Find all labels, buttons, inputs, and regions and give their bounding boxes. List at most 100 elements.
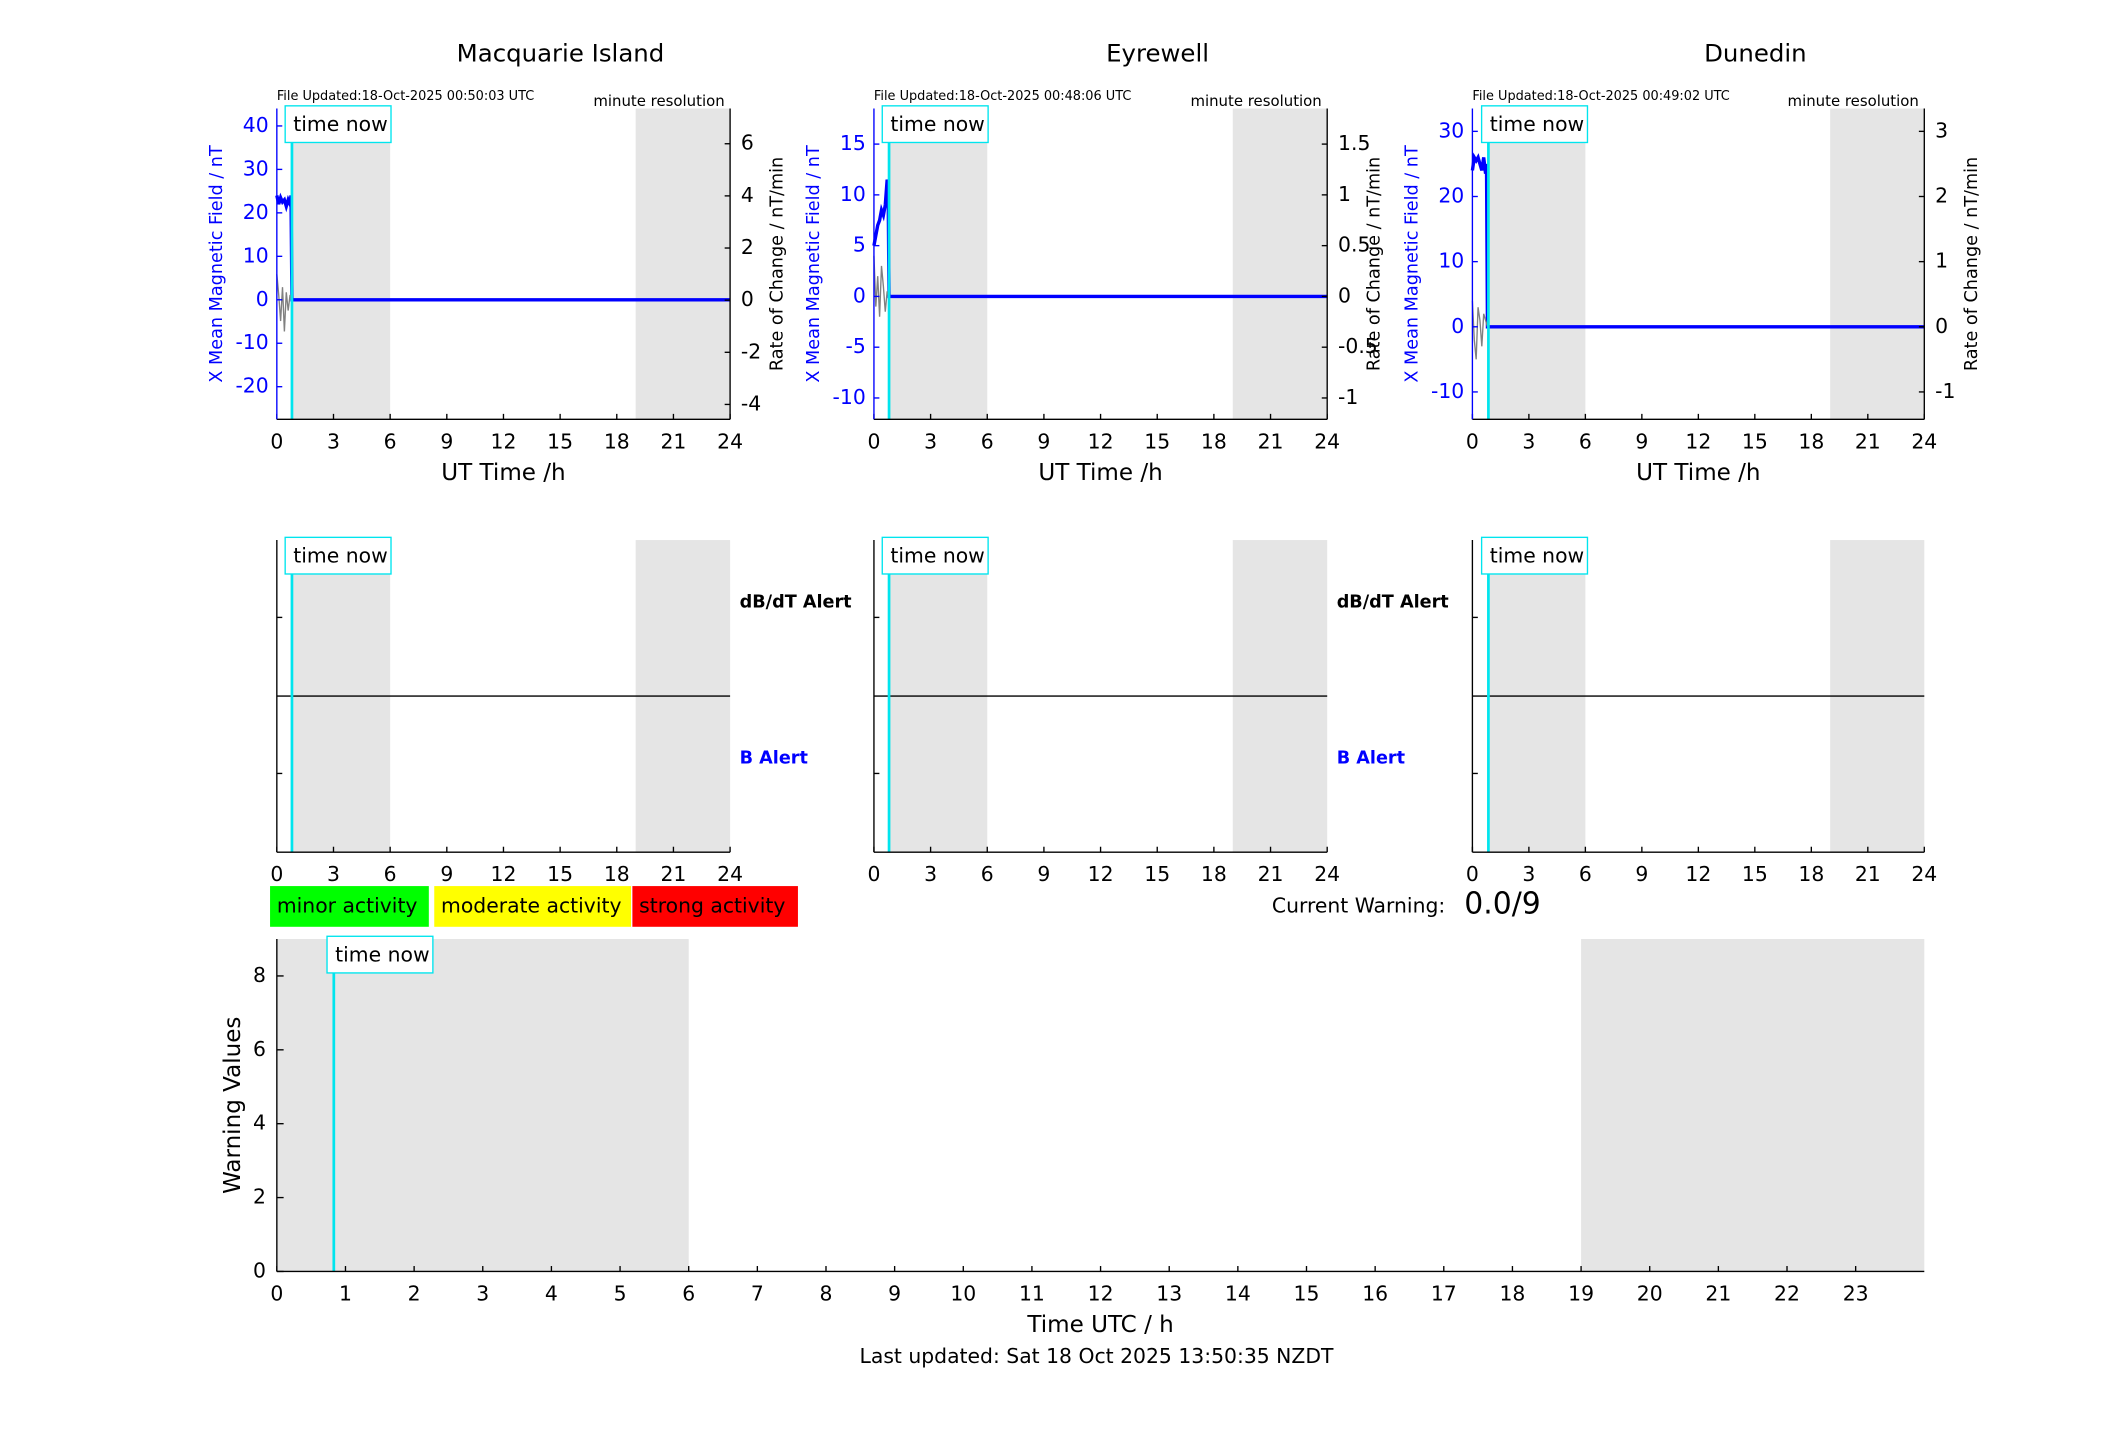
x-tick-label: 14 bbox=[1225, 1282, 1251, 1306]
y-tick-label: 30 bbox=[243, 156, 269, 180]
time-now-box bbox=[881, 536, 989, 575]
y2-tick-label: -1 bbox=[1338, 385, 1358, 409]
y-tick-label: -20 bbox=[235, 374, 268, 398]
y-tick-label: 10 bbox=[1438, 249, 1464, 273]
y2-axis-label: Rate of Change / nT/min bbox=[1365, 157, 1385, 371]
y2-tick-label: 1.5 bbox=[1338, 131, 1370, 155]
y2-axis-label: Rate of Change / nT/min bbox=[1962, 157, 1982, 371]
y-tick-label: 0 bbox=[853, 283, 866, 307]
y2-tick-label: 1 bbox=[1338, 182, 1351, 206]
x-tick-label: 12 bbox=[491, 862, 517, 886]
x-axis-label: UT Time /h bbox=[1636, 460, 1760, 486]
current-warning-label: Current Warning: bbox=[1272, 893, 1445, 917]
y-tick-label: 0 bbox=[253, 1258, 266, 1282]
x-tick-label: 6 bbox=[981, 429, 994, 453]
night-shading bbox=[1232, 108, 1328, 420]
x-tick-label: 18 bbox=[1201, 429, 1227, 453]
activity-label: minor activity bbox=[277, 893, 418, 917]
x-tick-label: 18 bbox=[604, 429, 630, 453]
chart-title: Eyrewell bbox=[1106, 38, 1209, 67]
x-tick-label: 12 bbox=[1088, 429, 1114, 453]
x-tick-label: 24 bbox=[717, 429, 743, 453]
night-shading bbox=[635, 108, 731, 420]
x-tick-label: 0 bbox=[867, 862, 880, 886]
y-tick-label: 0 bbox=[256, 287, 269, 311]
x-tick-label: 16 bbox=[1362, 1282, 1388, 1306]
resolution-note: minute resolution bbox=[593, 92, 724, 110]
chart-title: Dunedin bbox=[1704, 38, 1807, 67]
y2-tick-label: -2 bbox=[741, 339, 761, 363]
time-now-label: time now bbox=[890, 543, 984, 567]
x-tick-label: 9 bbox=[440, 862, 453, 886]
x-tick-label: 3 bbox=[476, 1282, 489, 1306]
x-tick-label: 18 bbox=[1201, 862, 1227, 886]
x-tick-label: 9 bbox=[1635, 862, 1648, 886]
y-tick-label: 0 bbox=[1451, 314, 1464, 338]
y2-tick-label: 0.5 bbox=[1338, 233, 1370, 257]
x-tick-label: 24 bbox=[1911, 429, 1937, 453]
x-tick-label: 9 bbox=[440, 429, 453, 453]
night-shading bbox=[1488, 108, 1586, 420]
x-tick-label: 21 bbox=[1855, 862, 1881, 886]
y-tick-label: 30 bbox=[1438, 118, 1464, 142]
time-now-box bbox=[1480, 536, 1589, 575]
x-tick-label: 3 bbox=[327, 429, 340, 453]
time-now-label: time now bbox=[335, 942, 429, 966]
x-tick-label: 6 bbox=[1579, 862, 1592, 886]
dbdt-alert-label: dB/dT Alert bbox=[740, 592, 853, 612]
x-tick-label: 3 bbox=[924, 862, 937, 886]
time-now-box bbox=[1480, 105, 1589, 144]
x-tick-label: 15 bbox=[1294, 1282, 1320, 1306]
time-now-box bbox=[284, 105, 392, 144]
activity-label: moderate activity bbox=[441, 893, 621, 917]
y-tick-label: 20 bbox=[243, 200, 269, 224]
x-tick-label: 17 bbox=[1431, 1282, 1457, 1306]
x-axis-label: UT Time /h bbox=[1038, 460, 1162, 486]
x-tick-label: 12 bbox=[1685, 862, 1711, 886]
b-alert-label: B Alert bbox=[1337, 749, 1406, 769]
x-tick-label: 6 bbox=[384, 862, 397, 886]
chart-title: Macquarie Island bbox=[457, 38, 665, 67]
x-tick-label: 3 bbox=[924, 429, 937, 453]
b-alert-label: B Alert bbox=[740, 749, 809, 769]
x-tick-label: 21 bbox=[660, 862, 686, 886]
data-line bbox=[873, 255, 890, 317]
x-tick-label: 15 bbox=[547, 429, 573, 453]
x-tick-label: 12 bbox=[1088, 862, 1114, 886]
y-tick-label: 4 bbox=[253, 1111, 266, 1135]
y-axis-label: X Mean Magnetic Field / nT bbox=[207, 145, 227, 383]
y2-tick-label: 0 bbox=[1935, 314, 1948, 338]
x-tick-label: 21 bbox=[1855, 429, 1881, 453]
y2-tick-label: 3 bbox=[1935, 118, 1948, 142]
x-tick-label: 24 bbox=[1314, 429, 1340, 453]
y2-tick-label: 0 bbox=[741, 287, 754, 311]
x-tick-label: 15 bbox=[1742, 862, 1768, 886]
y-tick-label: 6 bbox=[253, 1037, 266, 1061]
x-tick-label: 15 bbox=[1144, 862, 1170, 886]
time-now-box bbox=[284, 536, 392, 575]
x-tick-label: 5 bbox=[614, 1282, 627, 1306]
resolution-note: minute resolution bbox=[1190, 92, 1321, 110]
time-now-label: time now bbox=[890, 112, 984, 136]
time-now-label: time now bbox=[1490, 112, 1584, 136]
x-axis-label: Time UTC / h bbox=[1026, 1312, 1173, 1338]
time-now-label: time now bbox=[293, 112, 387, 136]
x-tick-label: 12 bbox=[491, 429, 517, 453]
x-tick-label: 19 bbox=[1568, 1282, 1594, 1306]
x-tick-label: 9 bbox=[1635, 429, 1648, 453]
y-tick-label: -5 bbox=[846, 334, 866, 358]
file-updated: File Updated:18-Oct-2025 00:49:02 UTC bbox=[1472, 89, 1729, 104]
x-axis-label: UT Time /h bbox=[441, 460, 565, 486]
x-tick-label: 6 bbox=[682, 1282, 695, 1306]
x-tick-label: 20 bbox=[1637, 1282, 1663, 1306]
y2-tick-label: 6 bbox=[741, 131, 754, 155]
x-tick-label: 0 bbox=[867, 429, 880, 453]
y2-tick-label: -4 bbox=[741, 391, 761, 415]
file-updated: File Updated:18-Oct-2025 00:50:03 UTC bbox=[277, 89, 534, 104]
night-shading bbox=[1581, 939, 1925, 1272]
time-now-box bbox=[881, 105, 989, 144]
x-tick-label: 0 bbox=[270, 862, 283, 886]
y-tick-label: 15 bbox=[840, 131, 866, 155]
night-shading bbox=[276, 939, 689, 1272]
